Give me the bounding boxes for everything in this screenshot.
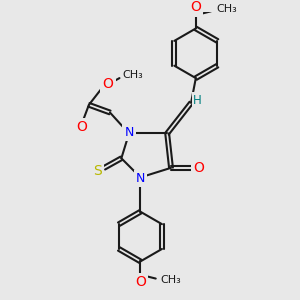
- Text: H: H: [194, 94, 202, 106]
- Text: O: O: [190, 1, 201, 14]
- Text: O: O: [135, 275, 146, 290]
- Text: CH₃: CH₃: [160, 275, 182, 286]
- Text: N: N: [124, 126, 134, 139]
- Text: S: S: [93, 164, 102, 178]
- Text: O: O: [193, 161, 204, 175]
- Text: O: O: [76, 120, 87, 134]
- Text: CH₃: CH₃: [122, 70, 143, 80]
- Text: O: O: [103, 77, 113, 91]
- Text: CH₃: CH₃: [216, 4, 237, 14]
- Text: N: N: [136, 172, 145, 185]
